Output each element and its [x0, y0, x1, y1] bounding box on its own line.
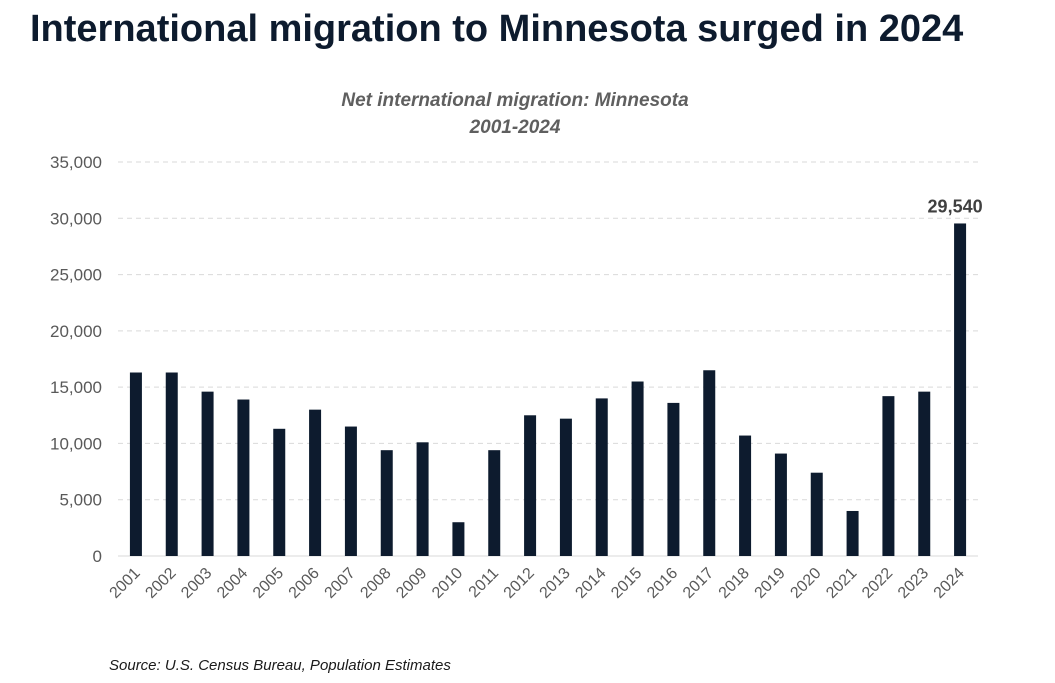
bar-2013 [559, 418, 572, 556]
x-tick-label: 2004 [214, 565, 251, 602]
bar-2011 [488, 450, 501, 556]
x-tick-label: 2021 [823, 565, 860, 602]
y-tick-label: 0 [93, 547, 102, 566]
bar-2024 [954, 223, 967, 557]
bar-2021 [846, 510, 859, 556]
bar-2008 [380, 450, 393, 556]
data-labels: 29,540 [928, 196, 983, 216]
bar-2009 [416, 442, 429, 556]
bar-2001 [129, 372, 142, 556]
x-tick-label: 2003 [178, 565, 215, 602]
bar-2018 [739, 435, 752, 556]
x-tick-label: 2006 [286, 565, 323, 602]
bar-2014 [595, 398, 608, 556]
x-tick-label: 2005 [250, 565, 287, 602]
bars [129, 223, 967, 557]
x-tick-label: 2015 [608, 565, 645, 602]
x-axis-ticks: 2001200220032004200520062007200820092010… [107, 565, 968, 602]
headline: International migration to Minnesota sur… [30, 8, 964, 50]
gridlines [118, 161, 978, 557]
source-note: Source: U.S. Census Bureau, Population E… [109, 657, 451, 674]
bar-2010 [452, 522, 465, 556]
y-tick-label: 30,000 [50, 209, 102, 228]
x-tick-label: 2018 [716, 565, 753, 602]
chart-subtitle: 2001-2024 [469, 117, 561, 138]
bar-2004 [237, 399, 250, 556]
x-tick-label: 2022 [859, 565, 896, 602]
x-tick-label: 2013 [537, 565, 574, 602]
x-tick-label: 2024 [931, 565, 968, 602]
x-tick-label: 2014 [572, 565, 609, 602]
y-tick-label: 20,000 [50, 322, 102, 341]
bar-2023 [918, 391, 931, 556]
data-label-2024: 29,540 [928, 196, 983, 216]
x-tick-label: 2008 [357, 565, 394, 602]
x-tick-label: 2023 [895, 565, 932, 602]
x-tick-label: 2010 [429, 565, 466, 602]
bar-2007 [344, 426, 357, 556]
y-tick-label: 5,000 [59, 491, 102, 510]
y-tick-label: 35,000 [50, 153, 102, 172]
x-tick-label: 2020 [787, 565, 824, 602]
bar-2017 [703, 370, 716, 556]
y-tick-label: 25,000 [50, 266, 102, 285]
x-tick-label: 2007 [322, 565, 359, 602]
bar-2003 [201, 391, 214, 556]
chart-title: Net international migration: Minnesota [341, 90, 689, 111]
x-tick-label: 2009 [393, 565, 430, 602]
x-tick-label: 2011 [466, 565, 502, 601]
x-tick-label: 2002 [142, 565, 179, 602]
y-axis-ticks: 0 5,000 10,000 15,000 20,000 25,000 30,000 35,0… [50, 153, 102, 566]
bar-2006 [309, 409, 322, 556]
x-tick-label: 2001 [107, 565, 144, 602]
bar-2020 [810, 472, 823, 556]
bar-2002 [165, 372, 178, 556]
x-tick-label: 2016 [644, 565, 681, 602]
y-tick-label: 15,000 [50, 378, 102, 397]
x-tick-label: 2017 [680, 565, 717, 602]
bar-2012 [524, 415, 537, 556]
bar-2015 [631, 381, 644, 556]
bar-2005 [273, 428, 286, 556]
bar-2016 [667, 402, 680, 556]
x-tick-label: 2019 [752, 565, 789, 602]
x-tick-label: 2012 [501, 565, 538, 602]
bar-2022 [882, 396, 895, 556]
bar-2019 [774, 453, 787, 556]
y-tick-label: 10,000 [50, 434, 102, 453]
